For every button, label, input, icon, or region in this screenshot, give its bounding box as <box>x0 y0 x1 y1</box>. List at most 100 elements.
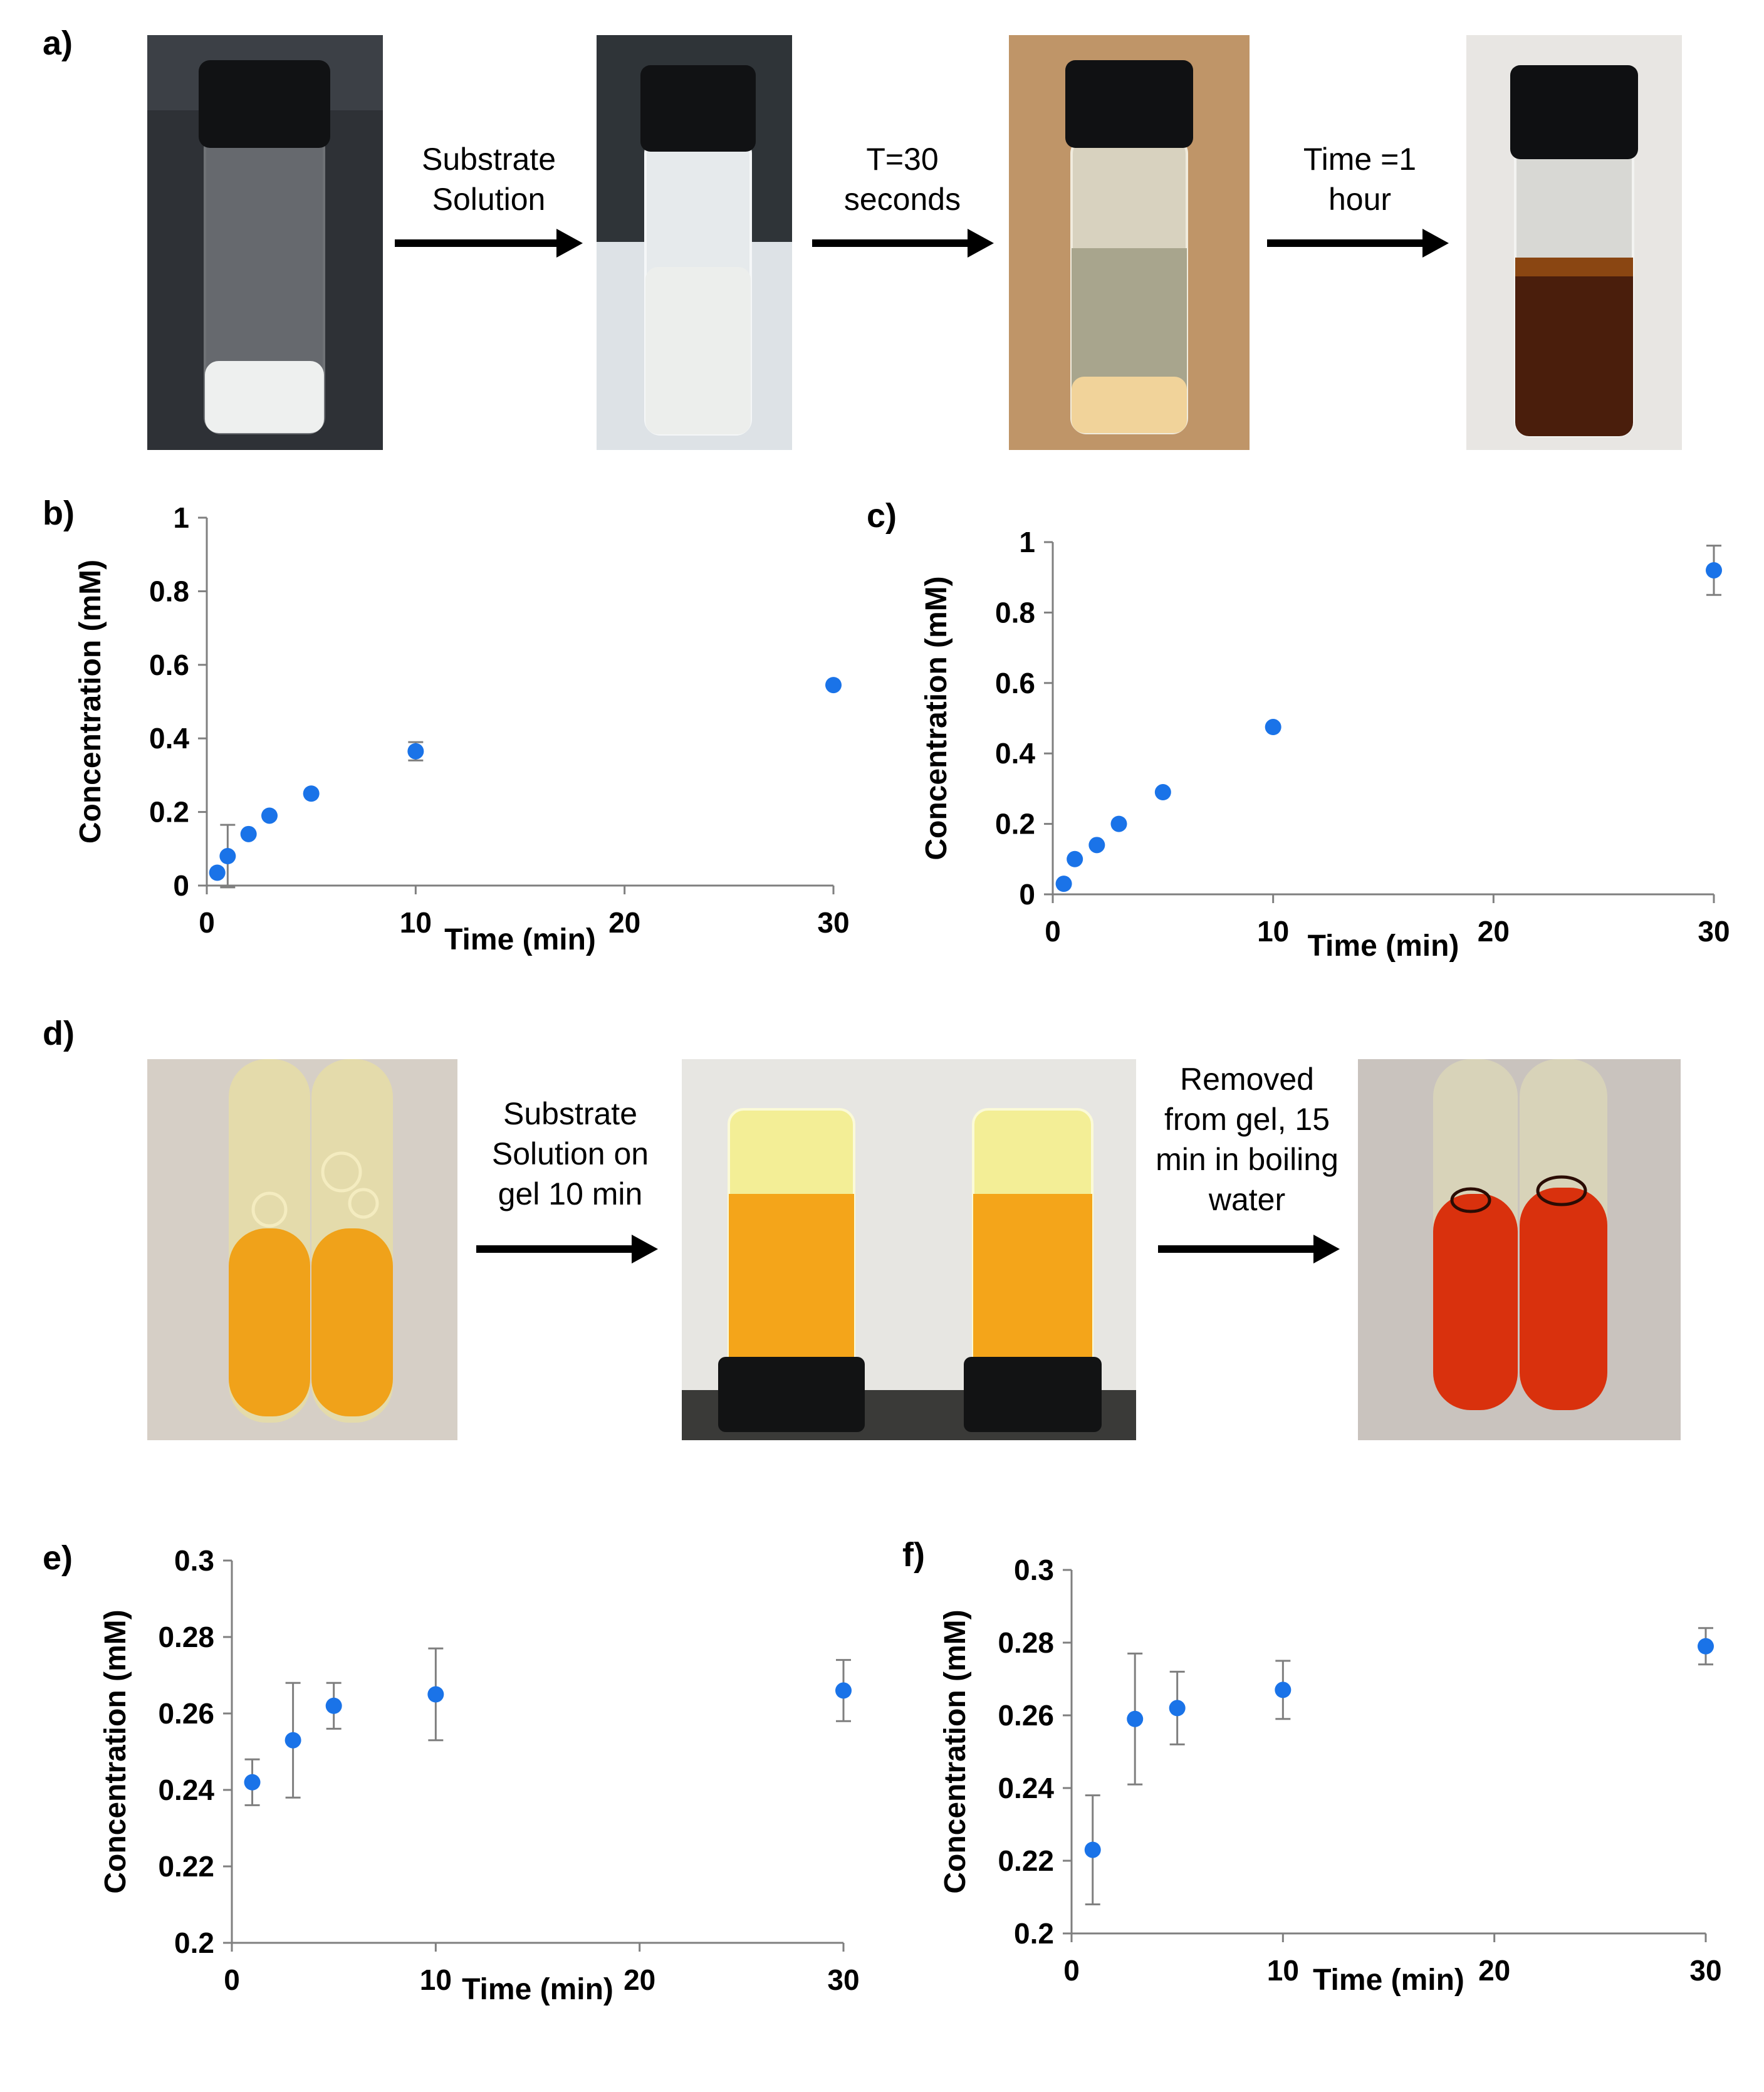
tubes-photo-boiled <box>1358 1059 1681 1440</box>
arrow-icon <box>1158 1235 1340 1263</box>
y-tick-label: 0.26 <box>158 1697 214 1730</box>
step-label-1-hour: Time =1 hour <box>1266 139 1454 219</box>
data-point <box>1698 1638 1714 1655</box>
x-tick-label: 10 <box>420 1964 452 1996</box>
x-tick-label: 20 <box>624 1964 655 1996</box>
tubes-photo-before <box>147 1059 457 1440</box>
y-tick-label: 0.24 <box>998 1772 1054 1804</box>
x-tick-label: 0 <box>1063 1954 1080 1987</box>
x-tick-label: 30 <box>1698 915 1730 948</box>
vial-photo-substrate <box>597 35 792 450</box>
y-tick-label: 0.8 <box>149 575 189 607</box>
data-point <box>1067 850 1083 867</box>
data-point <box>1110 815 1127 832</box>
data-point <box>219 848 236 865</box>
x-axis-title: Time (min) <box>462 1973 613 2006</box>
step-text: Substrate Solution <box>421 142 556 217</box>
arrow-icon <box>395 229 583 258</box>
data-point <box>284 1732 301 1749</box>
vial-photo-empty <box>147 35 383 450</box>
y-tick-label: 1 <box>173 501 189 534</box>
y-tick-label: 0.6 <box>149 649 189 681</box>
data-point <box>835 1682 852 1699</box>
y-axis-title: Concentration (mM) <box>99 1609 132 1893</box>
step-text: Removed from gel, 15 min in boiling wate… <box>1156 1062 1339 1217</box>
step-label-substrate-on-gel: Substrate Solution on gel 10 min <box>470 1094 671 1214</box>
panel-label-f: f) <box>902 1536 925 1574</box>
x-axis-title: Time (min) <box>1308 929 1459 963</box>
x-tick-label: 30 <box>827 1964 859 1996</box>
y-tick-label: 0.2 <box>995 808 1035 840</box>
y-tick-label: 0.22 <box>998 1844 1054 1877</box>
y-tick-label: 0.28 <box>158 1621 214 1653</box>
panel-label-e: e) <box>43 1539 73 1577</box>
y-tick-label: 0.3 <box>174 1544 214 1577</box>
step-text: Substrate Solution on gel 10 min <box>491 1096 649 1211</box>
y-tick-label: 0.6 <box>995 667 1035 699</box>
y-axis-title: Concentration (mM) <box>939 1609 972 1893</box>
x-tick-label: 10 <box>1257 915 1289 948</box>
data-point <box>427 1686 444 1703</box>
y-tick-label: 0 <box>1019 878 1035 911</box>
y-tick-label: 0.24 <box>158 1774 214 1806</box>
panel-label-b: b) <box>43 494 75 532</box>
vials-photo-on-gel <box>682 1059 1136 1440</box>
y-tick-label: 0.26 <box>998 1699 1054 1732</box>
y-tick-label: 0.3 <box>1014 1554 1054 1586</box>
data-point <box>1169 1700 1186 1717</box>
x-tick-label: 20 <box>1478 1954 1510 1987</box>
x-tick-label: 0 <box>224 1964 240 1996</box>
x-axis-title: Time (min) <box>1313 1964 1464 1997</box>
panel-label-a: a) <box>43 24 73 62</box>
data-point <box>209 864 226 881</box>
vial-photo-1-hour <box>1466 35 1682 450</box>
data-point <box>1055 876 1072 892</box>
step-label-boiling-water: Removed from gel, 15 min in boiling wate… <box>1147 1059 1347 1220</box>
data-point <box>303 785 320 802</box>
data-point <box>1127 1710 1144 1727</box>
arrow-icon <box>476 1235 658 1263</box>
y-tick-label: 0.4 <box>149 722 189 755</box>
x-tick-label: 30 <box>817 906 849 939</box>
data-point <box>825 677 842 694</box>
arrow-icon <box>812 229 994 258</box>
panel-label-d: d) <box>43 1015 75 1052</box>
x-axis-title: Time (min) <box>444 923 596 956</box>
data-point <box>325 1697 342 1714</box>
x-tick-label: 10 <box>400 906 432 939</box>
step-text: Time =1 hour <box>1303 142 1417 217</box>
y-axis-title: Concentration (mM) <box>920 576 953 860</box>
step-label-substrate-solution: Substrate Solution <box>395 139 583 219</box>
arrow-icon <box>1267 229 1449 258</box>
y-tick-label: 0.22 <box>158 1850 214 1883</box>
data-point <box>1706 562 1722 578</box>
data-point <box>1275 1681 1292 1698</box>
x-tick-label: 20 <box>608 906 640 939</box>
y-tick-label: 0.28 <box>998 1626 1054 1659</box>
y-tick-label: 1 <box>1019 526 1035 558</box>
panel-label-c: c) <box>867 497 897 535</box>
x-tick-label: 0 <box>1045 915 1061 948</box>
x-tick-label: 30 <box>1689 1954 1721 1987</box>
y-tick-label: 0.2 <box>174 1927 214 1959</box>
x-tick-label: 0 <box>199 906 215 939</box>
step-label-30-seconds: T=30 seconds <box>808 139 996 219</box>
data-point <box>240 825 257 842</box>
y-tick-label: 0.4 <box>995 737 1035 770</box>
data-point <box>1265 719 1281 736</box>
data-point <box>1088 837 1105 854</box>
x-tick-label: 20 <box>1478 915 1510 948</box>
y-axis-title: Concentration (mM) <box>74 560 107 844</box>
data-point <box>1154 784 1171 801</box>
step-text: T=30 seconds <box>843 142 961 217</box>
y-tick-label: 0.2 <box>149 796 189 829</box>
data-point <box>261 807 278 824</box>
y-tick-label: 0 <box>173 869 189 902</box>
y-tick-label: 0.8 <box>995 596 1035 629</box>
data-point <box>1084 1841 1101 1858</box>
data-point <box>407 743 424 760</box>
